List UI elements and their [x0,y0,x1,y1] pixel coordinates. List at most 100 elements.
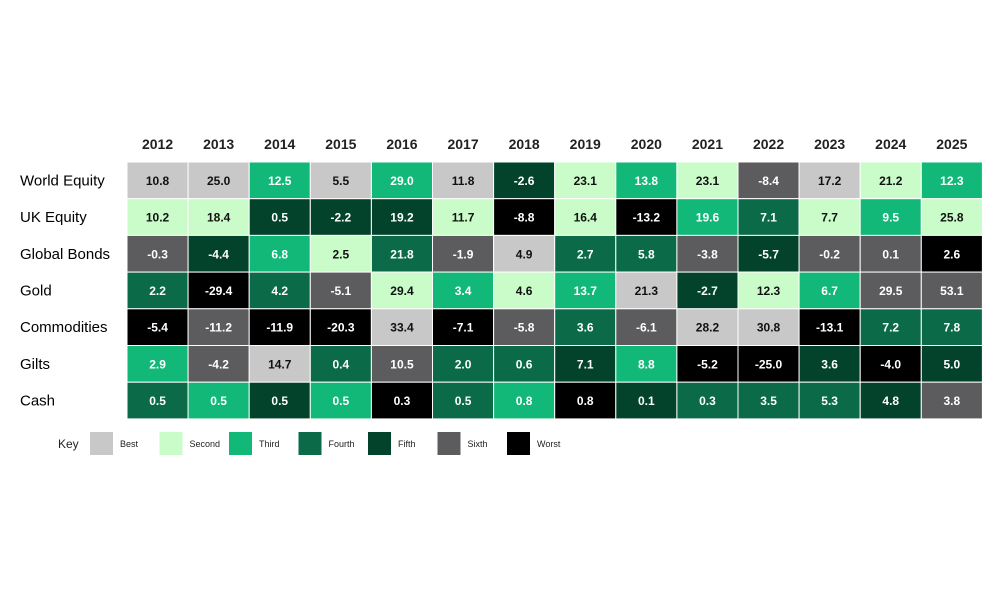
cell-value: 6.7 [821,284,838,298]
cell-value: -20.3 [327,321,355,335]
row-label: Gilts [20,356,50,373]
cell-value: 0.1 [638,394,655,408]
heatmap-cell [554,308,617,346]
cell-value: -2.2 [331,211,352,225]
heatmap-cell [248,198,311,236]
cell-value: 3.5 [760,394,777,408]
cell-value: 3.8 [944,394,961,408]
cell-value: 25.0 [207,174,231,188]
heatmap-cell [248,381,311,420]
heatmap-cell [493,271,556,310]
cell-value: 13.7 [574,284,598,298]
heatmap-cell [859,345,922,383]
heatmap-cell [859,271,922,310]
heatmap-cell [920,308,983,346]
heatmap-cell [920,234,983,273]
row-label: World Equity [20,172,105,189]
heatmap-cell [859,308,922,346]
cell-value: 2.5 [333,247,350,261]
cell-value: 4.8 [882,394,899,408]
heatmap-cell [920,198,983,236]
heatmap-cell [920,381,983,420]
key-label: Fifth [398,439,416,449]
cell-value: -5.2 [697,357,718,371]
heatmap-cell [370,381,433,420]
cell-value: 25.8 [940,211,964,225]
row-label: Cash [20,393,55,410]
cell-value: 33.4 [390,321,414,335]
heatmap-cell [798,234,861,273]
cell-value: 19.6 [696,211,720,225]
heatmap-cell [798,308,861,346]
cell-value: -6.1 [636,321,657,335]
heatmap-cell [798,381,861,420]
heatmap-cell [309,381,372,420]
key-label: Worst [537,439,561,449]
heatmap-cell [676,161,739,200]
cell-value: 21.3 [635,284,659,298]
cell-value: 29.4 [390,284,414,298]
heatmap-cell [554,161,617,200]
column-header: 2015 [325,136,356,152]
cell-value: -5.4 [147,321,168,335]
heatmap-cell [859,381,922,420]
heatmap-cell [920,271,983,310]
heatmap-cell [187,198,250,236]
heatmap-cell [187,381,250,420]
heatmap-cell [493,198,556,236]
column-header: 2017 [447,136,478,152]
heatmap-cell [676,308,739,346]
heatmap-cell [432,161,495,200]
cell-value: 0.4 [333,357,350,371]
cell-value: 0.1 [882,247,899,261]
heatmap-cell [737,234,800,273]
heatmap-cell [737,381,800,420]
cell-value: -13.2 [633,211,661,225]
heatmap-cell [126,234,189,273]
cell-value: -7.1 [453,321,474,335]
heatmap-cell [309,198,372,236]
heatmap-cell [615,234,678,273]
column-header: 2016 [386,136,417,152]
cell-value: 0.3 [699,394,716,408]
cell-value: 5.0 [944,357,961,371]
cell-value: 4.2 [271,284,288,298]
heatmap-cell [615,198,678,236]
cell-value: -2.7 [697,284,718,298]
heatmap-cell [554,345,617,383]
heatmap-cell [493,345,556,383]
cell-value: 3.4 [455,284,472,298]
key-label: Best [120,439,139,449]
cell-value: 9.5 [882,211,899,225]
cell-value: 0.5 [333,394,350,408]
cell-value: 18.4 [207,211,231,225]
heatmap-cell [798,345,861,383]
cell-value: -4.0 [880,357,901,371]
heatmap-cell [432,345,495,383]
cell-value: 13.8 [635,174,659,188]
cell-value: 7.1 [760,211,777,225]
key-swatch [90,432,113,455]
cell-value: -5.8 [514,321,535,335]
cell-value: 7.8 [944,321,961,335]
cell-value: 12.3 [940,174,964,188]
key-swatch [159,432,183,455]
cell-value: 7.2 [882,321,899,335]
cell-value: 0.5 [149,394,166,408]
cell-value: 23.1 [696,174,720,188]
heatmap-cell [248,271,311,310]
column-header: 2025 [936,136,967,152]
cell-value: 0.5 [210,394,227,408]
cell-value: -8.4 [758,174,779,188]
cell-value: 4.9 [516,247,533,261]
cell-value: -13.1 [816,321,844,335]
heatmap-cell [248,308,311,346]
cell-value: -5.1 [331,284,352,298]
key-label: Third [259,439,280,449]
column-header: 2013 [203,136,234,152]
cell-value: 29.5 [879,284,903,298]
cell-value: 10.8 [146,174,170,188]
heatmap-cell [798,271,861,310]
cell-value: 16.4 [574,211,598,225]
column-header: 2022 [753,136,784,152]
